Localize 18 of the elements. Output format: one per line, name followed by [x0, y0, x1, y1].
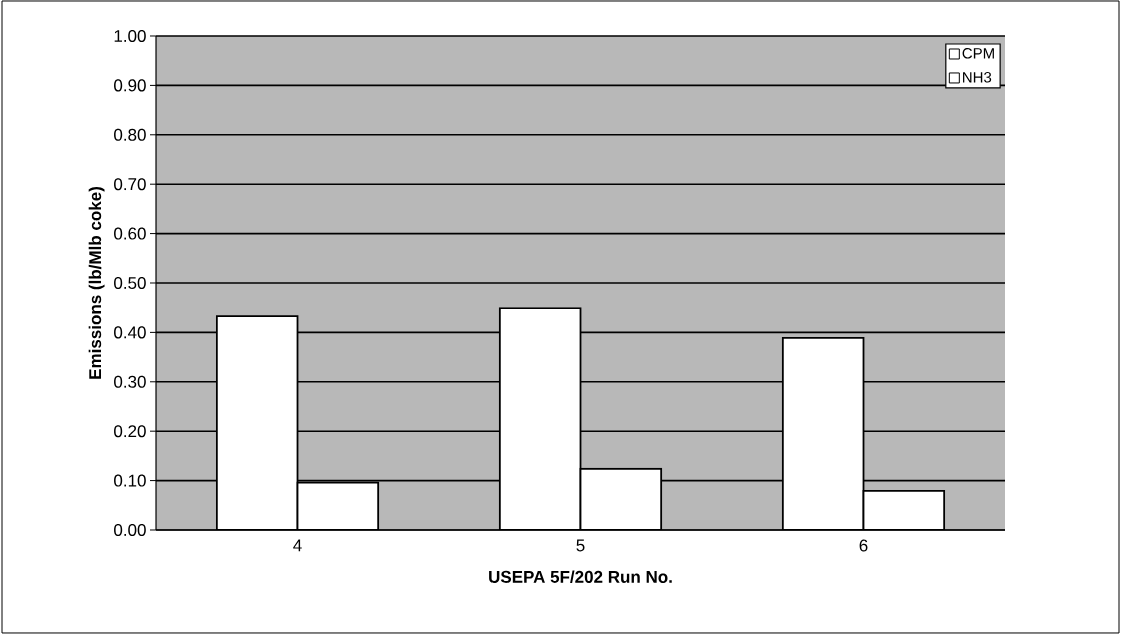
y-tick-label: 0.20	[114, 425, 146, 438]
x-tick-label: 6	[859, 539, 868, 552]
y-tick-label: 0.60	[114, 227, 146, 240]
y-tick-label: 0.00	[114, 523, 146, 537]
y-tick-label: 0.90	[114, 79, 146, 92]
y-tick-label: 0.40	[114, 326, 146, 339]
y-tick-label: 0.80	[114, 128, 146, 141]
legend-label: NH3	[963, 71, 992, 83]
x-tick-label: 5	[576, 539, 585, 552]
x-tick-label: 4	[293, 539, 302, 552]
y-tick-label: 1.00	[114, 29, 146, 43]
y-axis-title: Emissions (lb/Mlb coke)	[88, 187, 105, 379]
x-axis-title: USEPA 5F/202 Run No.	[489, 570, 672, 584]
legend-label: CPM	[962, 48, 994, 59]
y-tick-label: 0.70	[114, 178, 146, 191]
y-tick-label: 0.30	[114, 375, 146, 388]
y-tick-label: 0.10	[114, 474, 146, 487]
y-tick-label: 0.50	[114, 276, 146, 290]
